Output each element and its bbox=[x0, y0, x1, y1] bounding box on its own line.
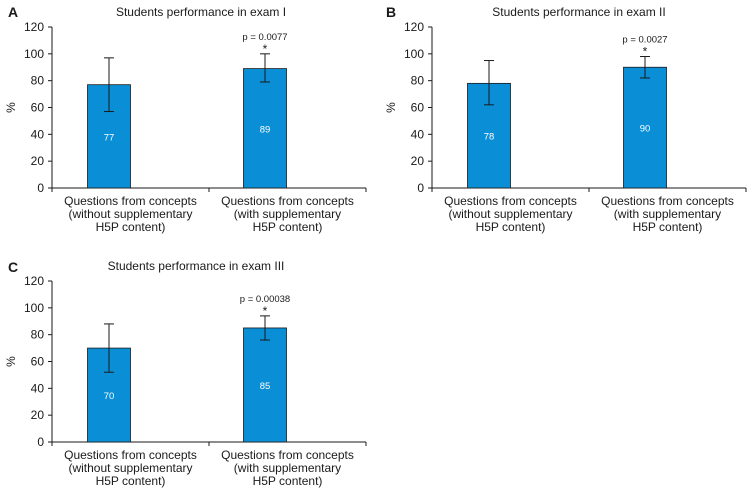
y-tick-label: 80 bbox=[31, 74, 45, 88]
x-category-label: (without supplementary bbox=[448, 207, 572, 221]
bar bbox=[623, 66, 667, 189]
x-category-label: Questions from concepts bbox=[601, 194, 734, 208]
p-value-annotation: p = 0.0027 bbox=[622, 35, 667, 46]
panel-letter: B bbox=[386, 4, 396, 20]
y-tick-label: 120 bbox=[404, 20, 424, 34]
y-tick-label: 60 bbox=[31, 355, 45, 369]
significance-star: * bbox=[643, 45, 648, 59]
x-category-label: H5P content) bbox=[253, 474, 323, 488]
x-category-label: (without supplementary bbox=[68, 461, 192, 475]
p-value-annotation: p = 0.00038 bbox=[240, 294, 290, 305]
bar-value-label: 77 bbox=[104, 132, 115, 143]
chart-panel-b: B Students performance in exam II% 0 20 40 60… bbox=[384, 4, 747, 234]
y-axis-label: % bbox=[4, 356, 18, 367]
chart-title: Students performance in exam I bbox=[116, 5, 286, 19]
y-tick-label: 100 bbox=[24, 301, 44, 315]
x-category-label: H5P content) bbox=[96, 474, 166, 488]
y-tick-label: 40 bbox=[31, 381, 45, 395]
x-category-label: Questions from concepts bbox=[221, 448, 354, 462]
x-category-label: H5P content) bbox=[633, 220, 703, 234]
x-category-label: H5P content) bbox=[96, 220, 166, 234]
y-tick-label: 20 bbox=[411, 154, 425, 168]
p-value-annotation: p = 0.0077 bbox=[242, 32, 287, 43]
y-tick-label: 20 bbox=[31, 408, 45, 422]
y-tick-label: 40 bbox=[31, 127, 45, 141]
bar-value-label: 90 bbox=[640, 124, 651, 135]
chart-title: Students performance in exam III bbox=[108, 259, 285, 273]
bar-value-label: 78 bbox=[484, 132, 495, 143]
x-category-label: Questions from concepts bbox=[64, 194, 197, 208]
x-category-label: Questions from concepts bbox=[444, 194, 577, 208]
y-axis-label: % bbox=[384, 102, 398, 113]
y-tick-label: 60 bbox=[411, 101, 425, 115]
x-category-label: H5P content) bbox=[253, 220, 323, 234]
x-category-label: (with supplementary bbox=[614, 207, 721, 221]
y-tick-label: 20 bbox=[31, 154, 45, 168]
y-tick-label: 100 bbox=[404, 47, 424, 61]
x-category-label: Questions from concepts bbox=[221, 194, 354, 208]
panel-letter: C bbox=[8, 259, 18, 275]
significance-star: * bbox=[263, 304, 268, 318]
x-category-label: Questions from concepts bbox=[64, 448, 197, 462]
y-tick-label: 80 bbox=[411, 74, 425, 88]
y-tick-label: 80 bbox=[31, 328, 45, 342]
y-tick-label: 60 bbox=[31, 101, 45, 115]
x-category-label: (with supplementary bbox=[234, 207, 341, 221]
y-tick-label: 100 bbox=[24, 47, 44, 61]
x-category-label: (with supplementary bbox=[234, 461, 341, 475]
y-tick-label: 0 bbox=[37, 435, 44, 449]
y-tick-label: 0 bbox=[417, 181, 424, 195]
chart-title: Students performance in exam II bbox=[492, 5, 665, 19]
panel-letter: A bbox=[8, 4, 18, 20]
y-tick-label: 120 bbox=[24, 20, 44, 34]
bar-value-label: 70 bbox=[104, 391, 115, 402]
y-tick-label: 120 bbox=[24, 274, 44, 288]
bar bbox=[243, 327, 287, 443]
bar bbox=[243, 68, 287, 189]
significance-star: * bbox=[263, 42, 268, 56]
bar-value-label: 89 bbox=[260, 124, 271, 135]
y-tick-label: 40 bbox=[411, 127, 425, 141]
y-axis-label: % bbox=[4, 102, 18, 113]
x-category-label: (without supplementary bbox=[68, 207, 192, 221]
bar-value-label: 85 bbox=[260, 381, 271, 392]
x-category-label: H5P content) bbox=[476, 220, 546, 234]
chart-panel-c: C Students performance in exam III% 0 20 40 6… bbox=[4, 259, 367, 488]
y-tick-label: 0 bbox=[37, 181, 44, 195]
chart-panel-a: A Students performance in exam I% 0 20 40 60 8… bbox=[4, 4, 367, 234]
